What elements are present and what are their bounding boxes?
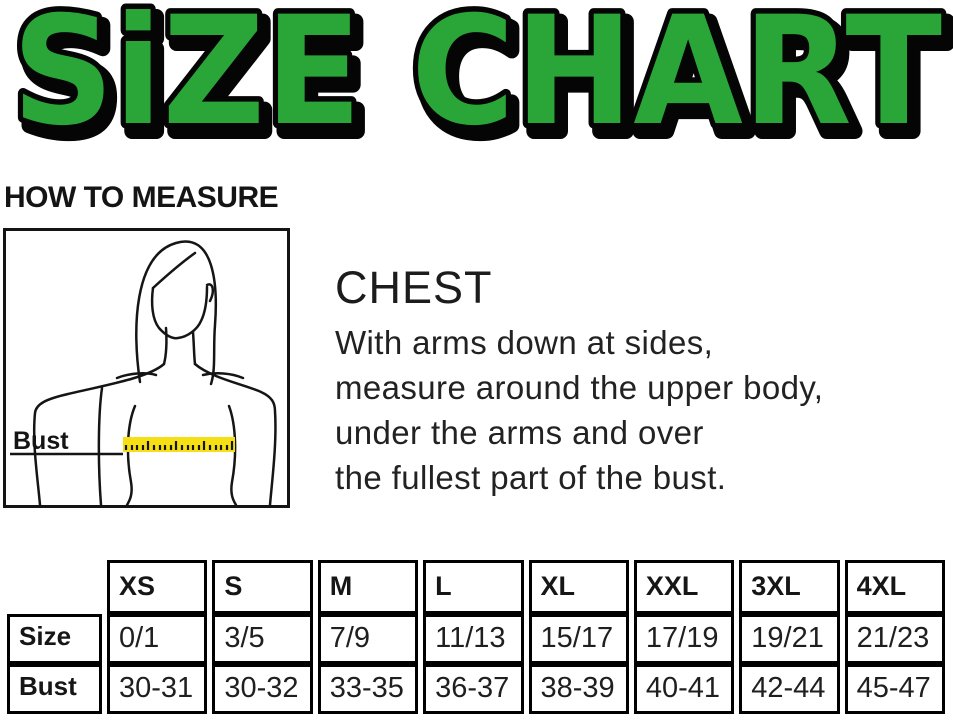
- body-outline-figure: Bust: [10, 240, 277, 507]
- chest-instructions: CHEST With arms down at sides, measure a…: [335, 228, 823, 500]
- table-row-size: Size 0/1 3/5 7/9 11/13 15/17 17/19 19/21…: [7, 614, 945, 664]
- size-value-cell: 0/1: [107, 614, 208, 664]
- size-value-cell: 11/13: [423, 614, 524, 664]
- bust-label: Bust: [13, 427, 69, 455]
- size-column-header: M: [317, 560, 419, 614]
- size-value-cell: 19/21: [739, 614, 840, 664]
- shoulder-arm-right: [193, 362, 277, 507]
- chest-line: measure around the upper body,: [335, 369, 824, 406]
- bust-value-cell: 30-32: [212, 664, 313, 714]
- bust-value-cell: 36-37: [423, 664, 524, 714]
- title-art: SiZE CHART SiZE CHART: [7, 0, 953, 152]
- inner-arm-left: [97, 386, 104, 507]
- ear-outline: [205, 283, 215, 303]
- measuring-tape-graphic: [123, 437, 235, 452]
- shoulder-arm-left: [32, 362, 166, 507]
- measurement-figure-box: Bust: [3, 228, 290, 508]
- size-column-header: XL: [528, 560, 629, 614]
- page-title: SiZE CHART: [12, 0, 942, 152]
- size-table: XS S M L XL XXL 3XL 4XL Size 0/1 3/5 7/9…: [2, 560, 950, 714]
- hair-fringe: [151, 251, 197, 290]
- tape-tick-marks: [124, 441, 234, 450]
- size-value-cell: 3/5: [212, 614, 313, 664]
- chest-heading: CHEST: [335, 262, 493, 313]
- page-title-shadow: SiZE CHART: [18, 0, 948, 152]
- size-column-header: 4XL: [844, 560, 945, 614]
- chest-line: the fullest part of the bust.: [335, 459, 727, 496]
- bust-value-cell: 40-41: [633, 664, 735, 714]
- bust-value-cell: 30-31: [107, 664, 208, 714]
- size-column-header: 3XL: [739, 560, 840, 614]
- torso-right: [227, 404, 238, 507]
- bust-value-cell: 42-44: [739, 664, 840, 714]
- size-column-header: L: [423, 560, 524, 614]
- size-table-blank-cell: [7, 560, 102, 614]
- size-value-cell: 17/19: [633, 614, 735, 664]
- neck-right: [191, 330, 197, 366]
- size-table-header-row: XS S M L XL XXL 3XL 4XL: [7, 560, 945, 614]
- size-column-header: XXL: [633, 560, 735, 614]
- how-to-measure-heading: HOW TO MEASURE: [4, 181, 279, 214]
- measure-row: Bust CHEST With arms down at sides, meas…: [3, 228, 953, 508]
- chest-line: With arms down at sides,: [335, 324, 714, 361]
- hair-outline: [135, 240, 218, 386]
- size-value-cell: 7/9: [317, 614, 419, 664]
- neck-left: [162, 326, 168, 366]
- size-column-header: XS: [107, 560, 208, 614]
- table-row-bust: Bust 30-31 30-32 33-35 36-37 38-39 40-41…: [7, 664, 945, 714]
- size-column-header: S: [212, 560, 313, 614]
- bust-value-cell: 33-35: [317, 664, 419, 714]
- row-header-bust: Bust: [7, 664, 102, 714]
- collarbone-left: [115, 372, 158, 380]
- row-header-size: Size: [7, 614, 102, 664]
- title-banner: SiZE CHART SiZE CHART: [0, 0, 953, 152]
- size-value-cell: 21/23: [844, 614, 945, 664]
- bust-value-cell: 38-39: [528, 664, 629, 714]
- collarbone-right: [201, 372, 245, 380]
- bust-value-cell: 45-47: [844, 664, 945, 714]
- size-value-cell: 15/17: [528, 614, 629, 664]
- chest-line: under the arms and over: [335, 414, 704, 451]
- torso-left: [125, 404, 137, 507]
- body-outline-paths: [32, 240, 277, 507]
- face-outline: [150, 285, 209, 340]
